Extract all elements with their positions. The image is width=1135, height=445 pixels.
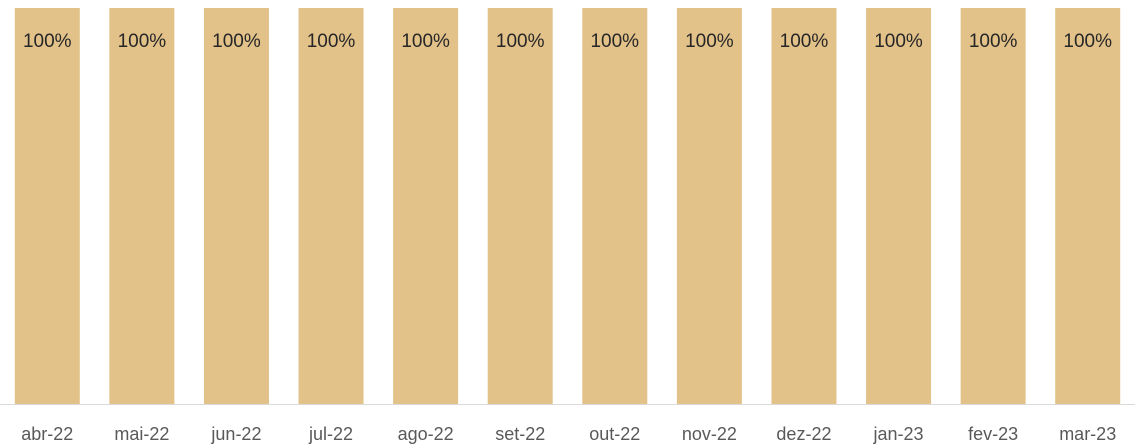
data-label: 100% (118, 31, 167, 52)
bar (109, 8, 175, 404)
x-tick-label: mar-23 (1059, 424, 1116, 444)
x-tick-label: nov-22 (682, 424, 737, 444)
data-label: 100% (780, 31, 829, 52)
x-tick-label: dez-22 (776, 424, 831, 444)
bar (960, 8, 1026, 404)
data-label: 100% (307, 31, 356, 52)
data-label: 100% (401, 31, 450, 52)
data-label: 100% (874, 31, 923, 52)
bar (14, 8, 80, 404)
data-label: 100% (212, 31, 261, 52)
data-label: 100% (23, 31, 72, 52)
bar (582, 8, 648, 404)
x-tick-label: out-22 (589, 424, 640, 444)
data-label: 100% (685, 31, 734, 52)
x-tick-label: jun-22 (210, 424, 261, 444)
x-tick-label: ago-22 (398, 424, 454, 444)
bar (866, 8, 932, 404)
data-label: 100% (496, 31, 545, 52)
bar (676, 8, 742, 404)
x-tick-label: mai-22 (114, 424, 169, 444)
bar (393, 8, 459, 404)
data-label: 100% (1063, 31, 1112, 52)
bar (1055, 8, 1121, 404)
x-tick-label: set-22 (495, 424, 545, 444)
bar (203, 8, 269, 404)
x-tick-label: jul-22 (308, 424, 353, 444)
x-tick-label: fev-23 (968, 424, 1018, 444)
x-tick-label: abr-22 (21, 424, 73, 444)
bar (771, 8, 837, 404)
bar (298, 8, 364, 404)
bar (487, 8, 553, 404)
data-label: 100% (590, 31, 639, 52)
x-tick-label: jan-23 (873, 424, 924, 444)
data-label: 100% (969, 31, 1018, 52)
